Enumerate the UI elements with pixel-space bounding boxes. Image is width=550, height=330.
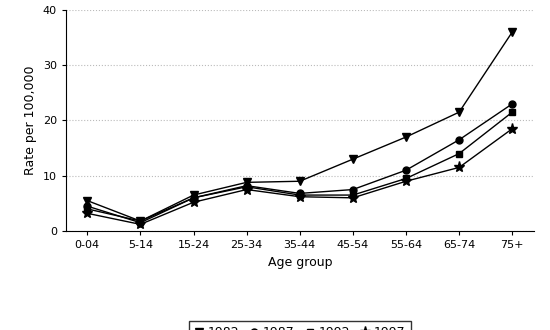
Y-axis label: Rate per 100,000: Rate per 100,000: [24, 66, 37, 175]
X-axis label: Age group: Age group: [267, 255, 332, 269]
Legend: 1982, 1987, 1992, 1997: 1982, 1987, 1992, 1997: [189, 321, 410, 330]
